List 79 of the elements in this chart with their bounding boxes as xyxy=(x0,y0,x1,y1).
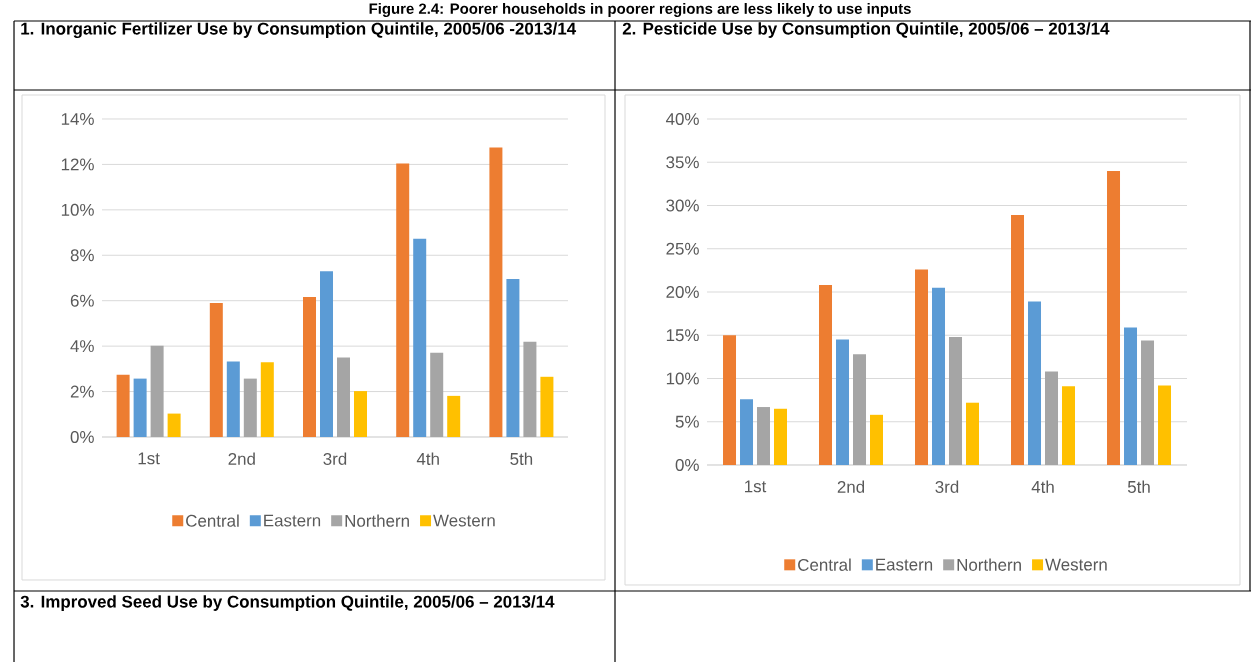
bar xyxy=(167,413,181,437)
x-tick-label: 4th xyxy=(416,452,439,465)
y-tick-label: 14% xyxy=(61,113,94,125)
x-tick-label: 4th xyxy=(1031,480,1054,493)
y-tick-label: 40% xyxy=(665,112,699,125)
chart-title: 2. Pesticide Use by Consumption Quintile, 2005/06 – 2013/14 xyxy=(622,22,1110,38)
bar xyxy=(243,378,257,437)
y-tick-label: 15% xyxy=(666,329,699,342)
bar xyxy=(1028,301,1042,465)
legend-label: Northern xyxy=(345,514,409,527)
legend-label: Western xyxy=(433,514,495,527)
y-tick-label: 20% xyxy=(666,285,699,298)
bar xyxy=(413,238,427,437)
bar xyxy=(932,287,946,465)
caption: Figure 2.4: Poorer households in poorer regions are less likely to use inputs xyxy=(369,2,911,17)
bar xyxy=(757,407,771,465)
bar xyxy=(870,414,884,465)
bar xyxy=(150,345,164,437)
bar xyxy=(260,362,274,437)
x-tick-label: 2nd xyxy=(837,480,865,493)
bar xyxy=(819,285,833,465)
bar xyxy=(1011,215,1025,465)
bar xyxy=(949,336,963,465)
legend-label: Eastern xyxy=(876,558,933,571)
legend-label: Central xyxy=(186,514,239,527)
y-tick-label: 2% xyxy=(70,385,94,398)
x-tick-label: 2nd xyxy=(228,452,255,465)
bar xyxy=(1045,371,1059,465)
bar xyxy=(1124,327,1138,465)
bar xyxy=(853,354,867,465)
y-tick-label: 35% xyxy=(666,156,699,169)
bar xyxy=(966,402,980,465)
bar xyxy=(133,378,147,437)
bar xyxy=(540,376,554,437)
y-tick-label: 12% xyxy=(61,158,94,171)
y-tick-label: 5% xyxy=(675,415,699,428)
bar xyxy=(320,271,334,437)
x-tick-label: 5th xyxy=(510,452,533,465)
x-tick-label: 1st xyxy=(138,452,160,465)
legend-label: Western xyxy=(1045,558,1107,571)
y-tick-label: 0% xyxy=(70,430,94,443)
bar xyxy=(303,297,317,437)
x-tick-label: 3rd xyxy=(323,452,347,465)
y-tick-label: 25% xyxy=(666,242,699,255)
bar xyxy=(915,269,929,465)
bar xyxy=(1107,170,1121,465)
bar xyxy=(1062,386,1076,465)
y-tick-label: 8% xyxy=(70,249,94,262)
bar xyxy=(396,163,410,437)
legend-label: Central xyxy=(798,558,851,571)
y-tick-label: 4% xyxy=(70,340,94,353)
chart-title: 1. Inorganic Fertilizer Use by Consumption Quintile, 2005/06 -2013/14 xyxy=(21,22,577,39)
x-tick-label: 5th xyxy=(1127,480,1150,493)
y-tick-label: 6% xyxy=(70,294,94,307)
bar xyxy=(430,352,444,437)
legend-label: Northern xyxy=(957,558,1021,571)
x-tick-label: 3rd xyxy=(935,480,959,493)
bar xyxy=(337,357,351,437)
bar xyxy=(1141,340,1155,465)
y-tick-label: 30% xyxy=(666,199,699,212)
y-tick-label: 10% xyxy=(61,203,94,216)
bar xyxy=(1158,385,1172,465)
bar xyxy=(209,302,223,437)
bar xyxy=(836,339,850,465)
bar xyxy=(774,408,788,465)
bar xyxy=(506,279,520,437)
bar xyxy=(740,399,754,465)
x-tick-label: 1st xyxy=(745,480,767,493)
bar xyxy=(523,341,537,437)
bar xyxy=(226,361,240,437)
y-tick-label: 10% xyxy=(666,372,699,385)
bar xyxy=(354,391,368,437)
bar xyxy=(723,335,737,465)
text: 3. Improved Seed Use by Consumption Quintile, 2005/06 – 2013/14 xyxy=(20,595,555,611)
y-tick-label: 0% xyxy=(675,458,699,471)
legend-label: Eastern xyxy=(264,514,321,527)
bar xyxy=(447,395,461,437)
bar xyxy=(116,374,130,437)
bar xyxy=(489,147,503,437)
